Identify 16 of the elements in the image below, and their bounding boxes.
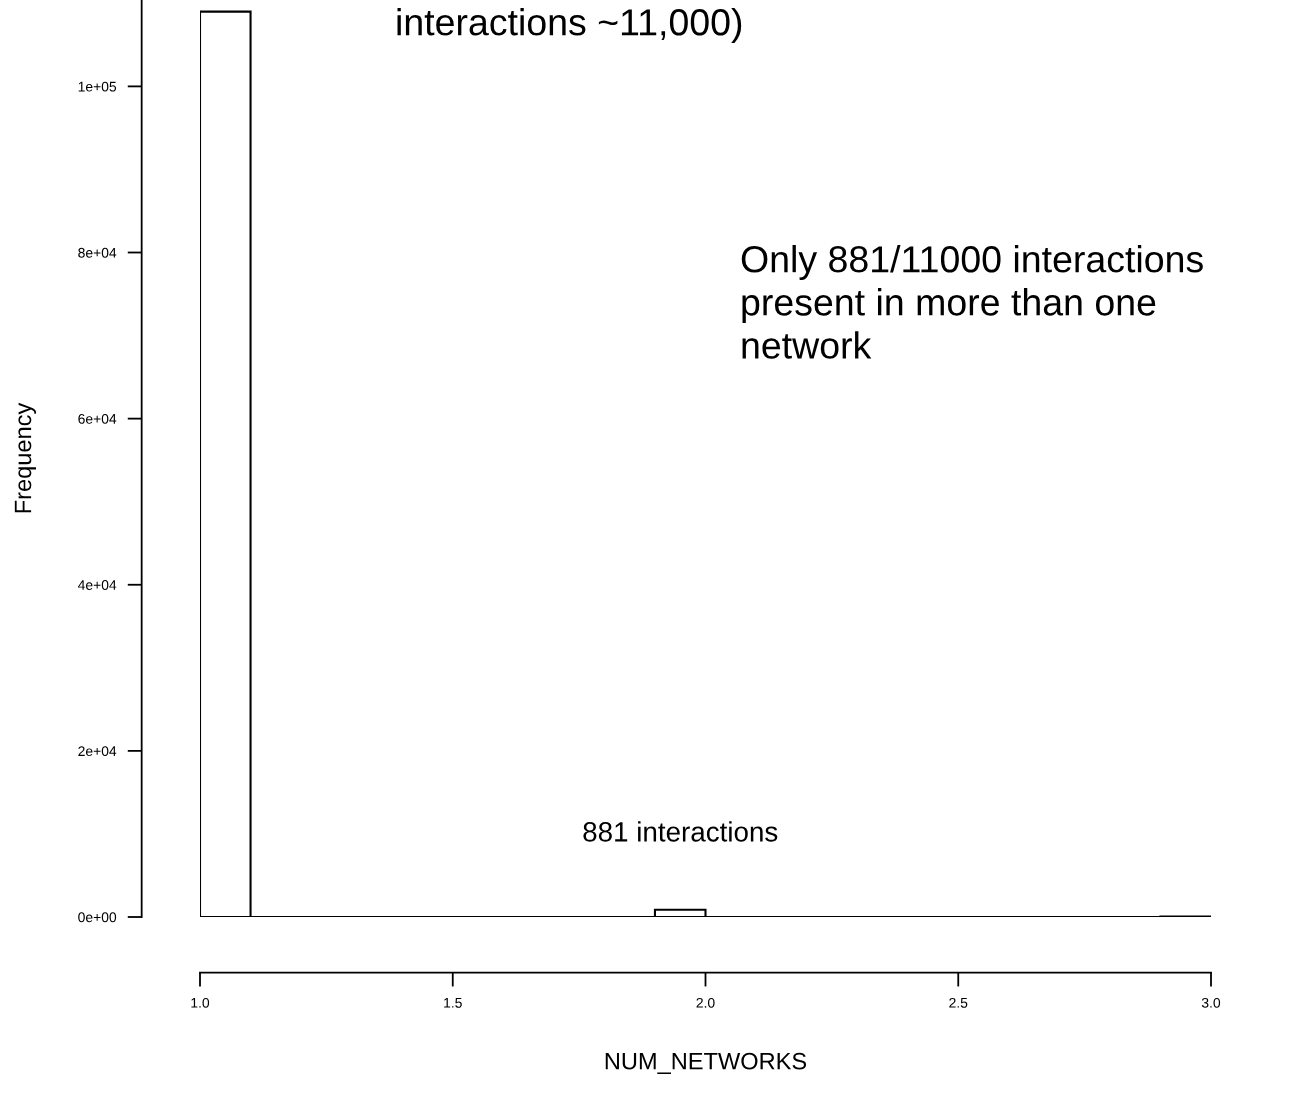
y-tick-label: 0e+00: [78, 912, 117, 923]
x-tick-label: 1.5: [444, 998, 462, 1008]
y-tick-label: 2e+04: [78, 746, 117, 757]
y-axis-title: Frequency: [14, 402, 36, 513]
x-axis-title: NUM_NETWORKS: [605, 1052, 807, 1074]
y-tick-label: 6e+04: [78, 413, 117, 424]
x-tick-label: 2.5: [949, 997, 968, 1008]
annotation: Only 881/11000 interactions present in more than one network: [741, 245, 1203, 359]
y-tick-label: 1e+05: [78, 81, 117, 92]
x-tick-label: 3.0: [1201, 997, 1221, 1008]
annotation: interactions ~11,000): [397, 8, 742, 43]
x-tick-label: 2.0: [696, 997, 715, 1008]
annotation: 881 interactions: [583, 821, 778, 842]
y-tick-label: 8e+04: [78, 247, 117, 258]
y-tick-label: 4e+04: [77, 580, 117, 590]
x-tick-label: 1.0: [191, 997, 210, 1008]
